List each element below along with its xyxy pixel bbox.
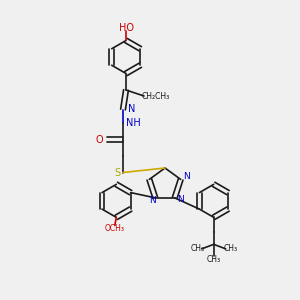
Text: HO: HO — [118, 23, 134, 34]
Text: CH₃: CH₃ — [190, 244, 204, 253]
Text: O: O — [95, 134, 103, 145]
Text: OCH₃: OCH₃ — [105, 224, 125, 233]
Text: CH₂CH₃: CH₂CH₃ — [142, 92, 170, 100]
Text: N: N — [183, 172, 190, 181]
Text: N: N — [177, 195, 184, 204]
Text: CH₃: CH₃ — [207, 255, 221, 264]
Text: S: S — [115, 167, 121, 178]
Text: N: N — [149, 196, 156, 205]
Text: NH: NH — [126, 118, 141, 128]
Text: N: N — [128, 104, 136, 115]
Text: CH₃: CH₃ — [223, 244, 237, 253]
